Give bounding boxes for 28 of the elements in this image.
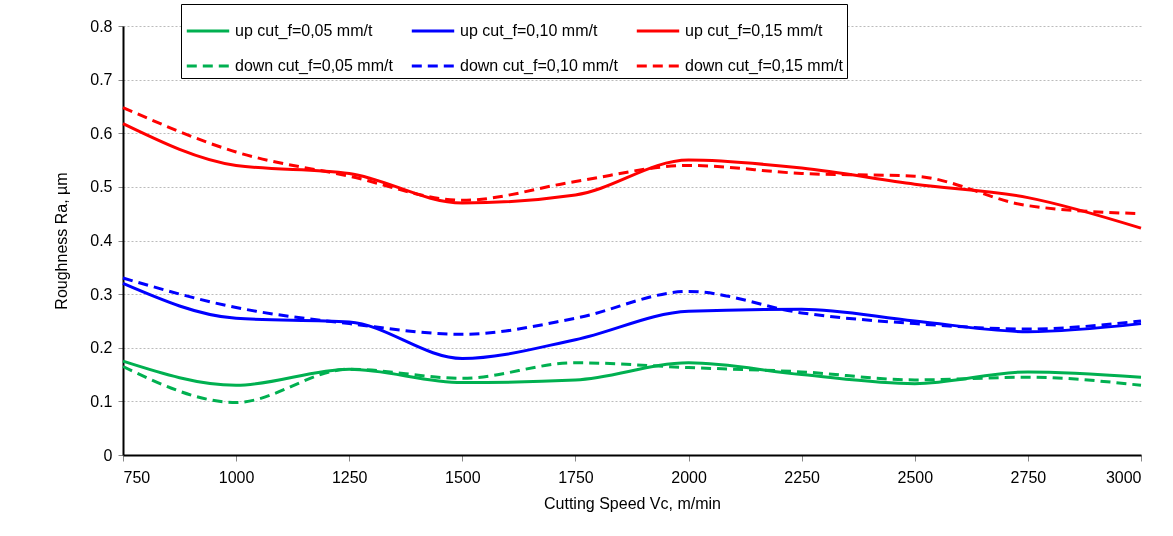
legend-label: down cut_f=0,05 mm/t <box>235 57 394 75</box>
legend-label: up cut_f=0,10 mm/t <box>460 22 598 40</box>
legend-label: up cut_f=0,15 mm/t <box>685 22 823 40</box>
line-series <box>121 361 1143 404</box>
legend-label: down cut_f=0,10 mm/t <box>460 57 619 75</box>
legend-label: down cut_f=0,15 mm/t <box>685 57 844 75</box>
x-tick-label: 1000 <box>218 468 255 486</box>
x-tick-label: 2000 <box>671 468 707 486</box>
x-tick-label: 750 <box>123 468 151 486</box>
y-axis-title: Roughness Ra, µm <box>53 172 71 310</box>
x-tick-label: 2250 <box>784 468 821 486</box>
y-tick-label: 0.4 <box>90 232 113 249</box>
x-tick-label: 1500 <box>445 468 481 486</box>
y-tick-label: 0.1 <box>90 392 113 410</box>
y-tick-label: 0.3 <box>90 285 113 303</box>
y-tick-label: 0 <box>103 446 113 464</box>
y-tick-label: 0.8 <box>90 17 113 35</box>
y-tick-label: 0.2 <box>90 339 113 357</box>
x-axis-title: Cutting Speed Vc, m/min <box>544 494 721 512</box>
x-tick-label: 2500 <box>897 468 934 486</box>
x-tick-label: 1750 <box>558 468 594 486</box>
x-tick-label: 2750 <box>1010 468 1047 486</box>
x-tick-label: 3000 <box>1105 468 1142 486</box>
legend-label: up cut_f=0,05 mm/t <box>235 22 373 40</box>
x-tick-label: 1250 <box>331 468 368 486</box>
y-tick-label: 0.5 <box>90 178 113 196</box>
y-tick-label: 0.7 <box>90 71 113 89</box>
y-tick-label: 0.6 <box>90 124 113 142</box>
